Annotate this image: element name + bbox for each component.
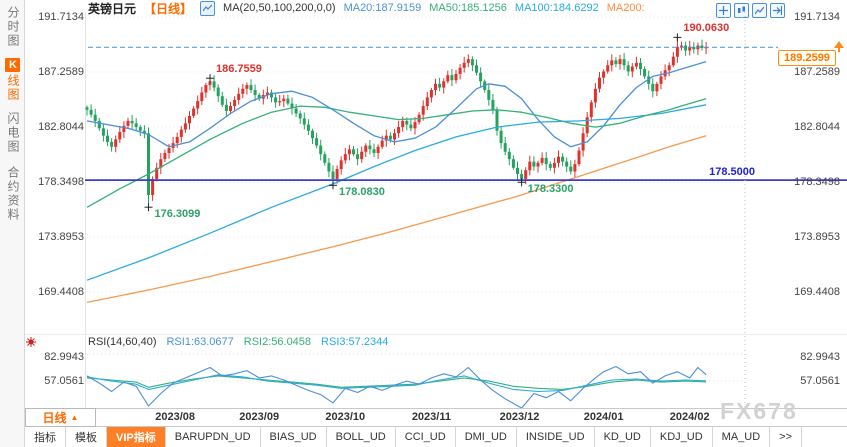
chart-annotation: 176.3099	[154, 208, 201, 221]
support-line-label: 178.5000	[709, 166, 755, 178]
xaxis-tick-label: 2023/11	[411, 411, 451, 423]
ma100-value: MA100:184.6292	[514, 2, 599, 14]
price-axis-label: 182.8044	[38, 120, 84, 133]
price-axis-label: 191.7134	[38, 11, 84, 23]
price-axis-label: 169.4408	[38, 286, 84, 298]
xaxis-tick-label: 2023/09	[239, 411, 280, 423]
price-axis-label: 173.8953	[794, 231, 840, 243]
rsi2-value: RSI2:56.0458	[243, 336, 312, 348]
chart-annotation: 178.3300	[527, 183, 574, 196]
panel-divider	[25, 334, 847, 335]
rsi3-value: RSI3:57.2344	[321, 336, 389, 348]
rsi-header: RSI(14,60,40) RSI1:63.0677 RSI2:56.0458 …	[88, 336, 388, 348]
rsi-axis-label: 82.9943	[44, 351, 84, 363]
period-label: 日线	[42, 411, 67, 425]
current-price-badge: 189.2599	[778, 50, 836, 66]
bottom-tab-BIAS_UD[interactable]: BIAS_UD	[261, 427, 327, 447]
xaxis-row	[25, 408, 847, 427]
bottom-tab-VIP指标[interactable]: VIP指标	[107, 427, 166, 447]
bottom-tab-模板[interactable]: 模板	[66, 427, 107, 447]
bottom-tab-KDJ_UD[interactable]: KDJ_UD	[651, 427, 713, 447]
price-axis-label: 187.2589	[794, 65, 840, 78]
sidebar-item-time-chart[interactable]: 分时图	[6, 6, 20, 48]
bottom-tab-MA_UD[interactable]: MA_UD	[713, 427, 771, 447]
price-axis-label: 178.3498	[38, 176, 84, 188]
chevron-up-icon: ▲	[70, 413, 79, 422]
ma50-value: MA50:185.1256	[429, 2, 507, 14]
export-icon[interactable]	[770, 3, 785, 18]
main-chart-canvas[interactable]	[85, 12, 847, 346]
price-pin-icon	[834, 41, 844, 52]
sidebar-item-contract-info[interactable]: 合约资料	[6, 166, 20, 222]
line-chart-icon[interactable]	[752, 3, 767, 18]
axis-divider	[85, 12, 86, 408]
bottom-tab-BOLL_UD[interactable]: BOLL_UD	[327, 427, 396, 447]
bottom-tab-KD_UD[interactable]: KD_UD	[595, 427, 651, 447]
price-axis-label: 182.8044	[794, 120, 840, 133]
price-axis-label: 178.3498	[794, 176, 840, 188]
chart-annotation: 190.0630	[683, 22, 730, 35]
chart-annotation: 186.7559	[216, 63, 262, 76]
xaxis-tick-label: 2024/02	[669, 411, 710, 423]
price-axis-label: 191.7134	[794, 11, 840, 23]
bottom-tab-DMI_UD[interactable]: DMI_UD	[456, 427, 517, 447]
symbol-title: 英镑日元	[88, 1, 137, 16]
indicator-chart-icon[interactable]	[200, 0, 216, 16]
sidebar: 分时图 K线图闪电图合约资料	[0, 0, 25, 447]
rsi-axis-label: 57.0561	[800, 375, 840, 387]
xaxis-tick-label: 2024/01	[583, 411, 624, 423]
period-selector[interactable]: 日线 ▲	[25, 408, 96, 427]
rsi1-value: RSI1:63.0677	[166, 336, 234, 348]
sidebar-item-kline-chart[interactable]: K线图	[5, 58, 20, 102]
ma20-value: MA20:187.9159	[343, 2, 422, 14]
rsi-settings-icon[interactable]	[26, 337, 36, 350]
chart-toolbar	[716, 3, 785, 18]
bottom-tab-INSIDE_UD[interactable]: INSIDE_UD	[517, 427, 595, 447]
chart-header: 英镑日元 【日线】 MA(20,50,100,200,0,0) MA20:187…	[88, 0, 645, 16]
price-axis-label: 173.8953	[38, 231, 84, 243]
price-axis-label: 187.2589	[38, 65, 84, 78]
ma-params: MA(20,50,100,200,0,0)	[223, 2, 336, 14]
rsi-axis-label: 82.9943	[800, 351, 840, 363]
chart-annotation: 178.0830	[339, 186, 385, 199]
xaxis-tick-label: 2023/08	[155, 411, 196, 423]
rsi-chart-canvas[interactable]	[85, 350, 747, 408]
rsi-params: RSI(14,60,40)	[88, 336, 157, 348]
bottom-tab-BARUPDN_UD[interactable]: BARUPDN_UD	[166, 427, 261, 447]
xaxis-tick-label: 2023/10	[325, 411, 366, 423]
rsi-axis-label: 57.0561	[44, 375, 84, 387]
indicator-tab-bar: 指标 模板 VIP指标 BARUPDN_UD BIAS_UD BOLL_UD CCI_UD D…	[25, 427, 847, 447]
period-tag: 【日线】	[144, 1, 193, 16]
price-axis-label: 169.4408	[794, 286, 840, 298]
xaxis-tick-label: 2023/12	[499, 411, 540, 423]
watermark: FX678	[720, 398, 798, 424]
bottom-tab-CCI_UD[interactable]: CCI_UD	[396, 427, 456, 447]
crosshair-icon[interactable]	[716, 3, 731, 18]
bottom-tab-指标[interactable]: 指标	[25, 427, 66, 447]
bottom-tab->>[interactable]: >>	[770, 427, 803, 447]
sidebar-item-flash-chart[interactable]: 闪电图	[6, 112, 20, 154]
ma200-value: MA200:	[606, 2, 645, 14]
